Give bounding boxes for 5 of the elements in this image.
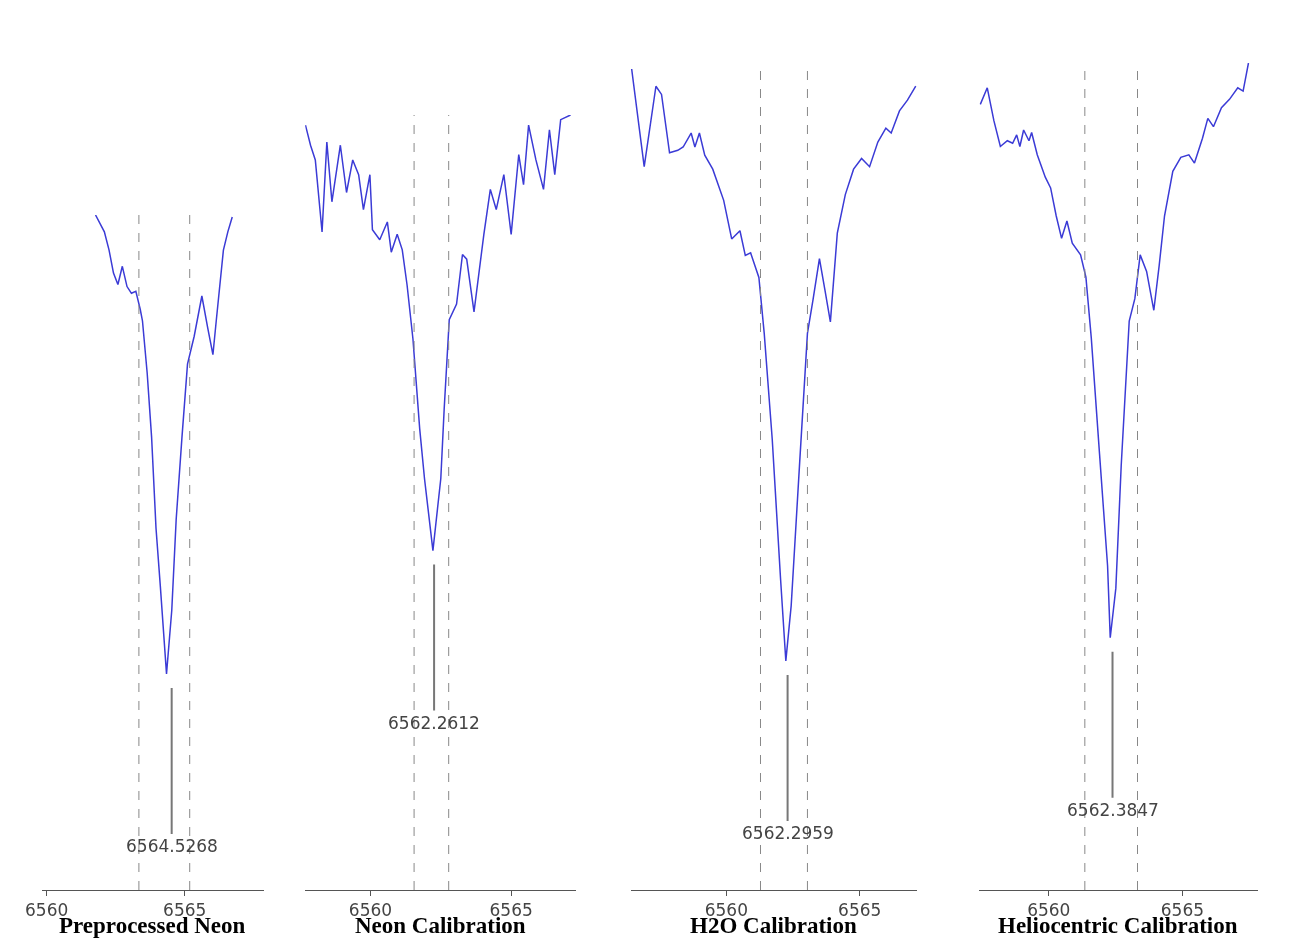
- x-tick-label: 6565: [838, 900, 882, 921]
- annotation: 6562.2959: [742, 823, 834, 843]
- annotation: 6562.2612: [388, 713, 480, 733]
- annotation: 6564.5268: [126, 836, 218, 856]
- annotation: 6562.3847: [1067, 800, 1159, 820]
